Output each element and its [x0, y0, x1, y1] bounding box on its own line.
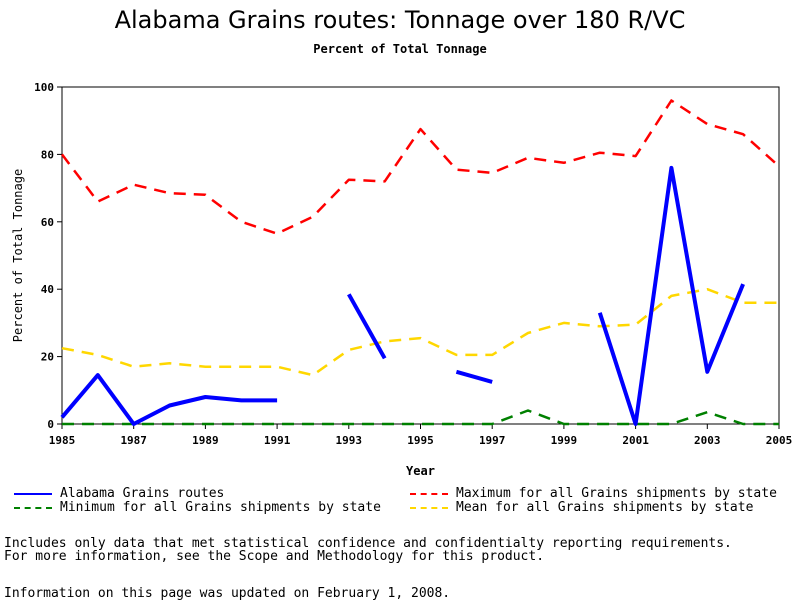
legend-item-mean: Mean for all Grains shipments by state — [410, 500, 753, 515]
x-axis-label: Year — [406, 464, 435, 478]
legend-label-alabama: Alabama Grains routes — [60, 486, 225, 501]
series-maximum-line — [61, 99, 780, 235]
series-minimum-line — [62, 409, 779, 426]
x-tick-label: 1985 — [49, 434, 76, 447]
series-alabama-line — [347, 293, 387, 360]
x-tick-label: 2003 — [694, 434, 721, 447]
legend-swatch-mean — [410, 506, 448, 509]
y-tick-label: 20 — [41, 351, 54, 364]
series-alabama-line — [60, 373, 278, 426]
y-axis-label: Percent of Total Tonnage — [11, 169, 25, 342]
chart-subtitle: Percent of Total Tonnage — [313, 42, 487, 56]
legend-swatch-alabama — [14, 492, 52, 495]
legend-item-alabama: Alabama Grains routes — [14, 486, 224, 501]
y-tick-label: 80 — [41, 148, 54, 161]
x-tick-label: 1989 — [192, 434, 219, 447]
x-tick-label: 2005 — [766, 434, 793, 447]
chart-title: Alabama Grains routes: Tonnage over 180 … — [114, 6, 686, 34]
legend-swatch-maximum — [410, 492, 448, 495]
plot-frame — [61, 86, 780, 425]
series-mean-line — [61, 287, 779, 377]
legend-swatch-minimum — [14, 506, 52, 509]
legend-label-mean: Mean for all Grains shipments by state — [456, 500, 754, 515]
confidentiality-note: Includes only data that met statistical … — [4, 536, 732, 551]
x-tick-label: 1995 — [407, 434, 434, 447]
x-tick-label: 1993 — [336, 434, 363, 447]
legend-item-maximum: Maximum for all Grains shipments by stat… — [410, 486, 777, 501]
series-alabama-line — [597, 165, 745, 426]
y-tick-label: 100 — [34, 81, 54, 94]
y-tick-label: 0 — [47, 418, 54, 431]
x-tick-label: 1991 — [264, 434, 291, 447]
y-tick-label: 40 — [41, 283, 54, 296]
legend-item-minimum: Minimum for all Grains shipments by stat… — [14, 500, 381, 515]
methodology-note: For more information, see the Scope and … — [4, 549, 545, 564]
x-tick-label: 1997 — [479, 434, 506, 447]
legend-label-maximum: Maximum for all Grains shipments by stat… — [456, 486, 777, 501]
series-alabama-line — [455, 369, 493, 384]
line-chart: 0 20 40 60 80 100 1985 1987 1989 1991 1993 1995 1997… — [11, 81, 793, 478]
x-tick-label: 1999 — [551, 434, 578, 447]
x-tick-label: 2001 — [622, 434, 649, 447]
legend-label-minimum: Minimum for all Grains shipments by stat… — [60, 500, 381, 515]
y-tick-label: 60 — [41, 216, 54, 229]
updated-note: Information on this page was updated on … — [4, 586, 451, 601]
x-tick-label: 1987 — [120, 434, 147, 447]
